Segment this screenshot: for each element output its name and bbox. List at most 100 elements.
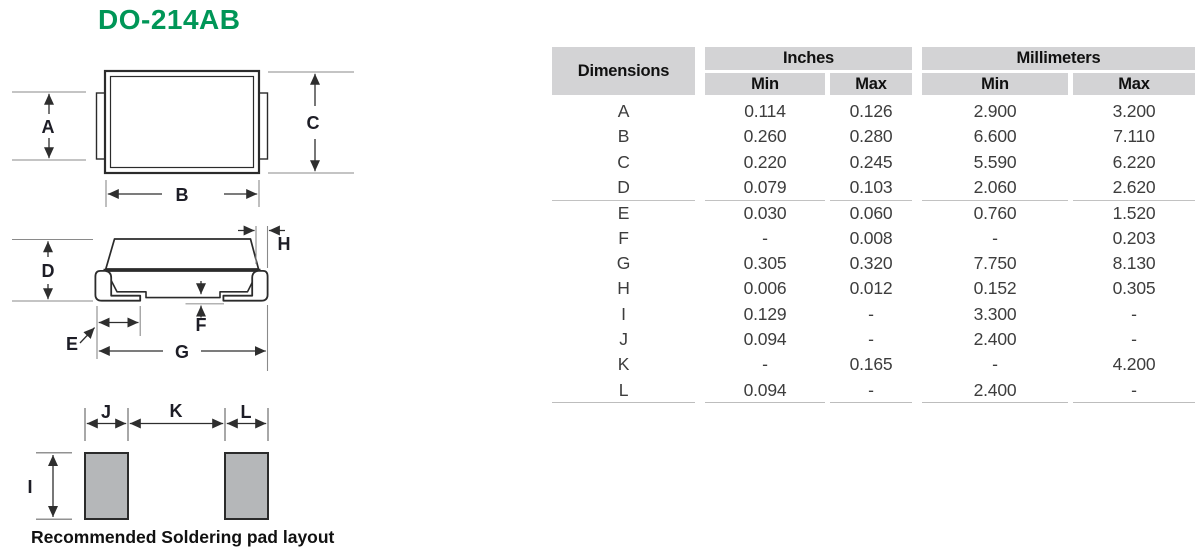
- dimension-letter-cell: I: [621, 303, 626, 324]
- package-title: DO-214AB: [98, 4, 241, 35]
- dim-label-A: A: [42, 117, 55, 137]
- value-cell: 3.300: [973, 303, 1017, 324]
- dimension-letter-cell: B: [617, 126, 630, 147]
- mm-max-header: Max: [1073, 73, 1195, 95]
- value-cell: 0.220: [743, 151, 787, 172]
- value-cell: 2.900: [973, 101, 1017, 121]
- mm-min-header: Min: [922, 73, 1068, 95]
- value-cell: 0.114: [744, 101, 786, 121]
- value-cell: 0.203: [1112, 227, 1156, 248]
- top-view: [95, 69, 269, 175]
- value-cell: -: [1131, 303, 1137, 324]
- value-cell: 7.750: [973, 252, 1017, 273]
- value-cell: 3.200: [1112, 101, 1156, 121]
- dim-label-B: B: [176, 185, 189, 205]
- millimeters-group-header: Millimeters: [922, 47, 1195, 70]
- dim-D: D: [12, 238, 93, 302]
- dimension-letter-cell: L: [552, 378, 695, 403]
- value-cell: 0.079: [743, 176, 787, 197]
- dim-label-F: F: [196, 315, 207, 335]
- value-cell: 0.280: [849, 126, 893, 147]
- dimensions-table-header: Dimensions Inches Millimeters Min Max Mi…: [552, 47, 1195, 95]
- e-leader-line: [79, 327, 96, 344]
- dimension-letter-cell: H: [617, 278, 630, 299]
- dim-E: E: [66, 306, 141, 359]
- left-solder-pad: [84, 452, 129, 520]
- value-cell: 0.012: [849, 278, 893, 299]
- dim-label-C: C: [307, 113, 320, 133]
- value-cell: 0.008: [849, 227, 893, 248]
- value-cell: 0.103: [849, 176, 893, 197]
- value-cell: 2.400: [973, 328, 1017, 349]
- package-drawings: A C B: [12, 69, 354, 520]
- dim-F: F: [185, 281, 224, 335]
- right-lead: [222, 270, 269, 302]
- value-cell: 0.305: [743, 252, 787, 273]
- dim-B: B: [105, 180, 260, 207]
- table-body: A 0.114 0.126 2.900 3.200 B 0.260 0.280 6.600 7.1…: [552, 99, 1195, 403]
- dim-label-D: D: [42, 261, 55, 281]
- value-cell: 8.130: [1112, 252, 1156, 273]
- value-cell: 0.126: [849, 101, 893, 121]
- dim-label-E: E: [66, 334, 78, 354]
- dim-H: H: [238, 225, 291, 371]
- dimension-letter-cell: K: [617, 354, 630, 375]
- dim-C: C: [268, 71, 354, 174]
- value-cell: 5.590: [973, 151, 1017, 172]
- inches-max-header: Max: [830, 73, 912, 95]
- value-cell: 0.060: [830, 200, 912, 225]
- value-cell: 0.152: [973, 278, 1017, 299]
- value-cell: 6.220: [1112, 151, 1156, 172]
- left-lead: [94, 270, 142, 302]
- dim-label-H: H: [278, 234, 291, 254]
- dimension-letter-cell: C: [617, 151, 630, 172]
- value-cell: 0.245: [849, 151, 893, 172]
- value-cell: 6.600: [973, 126, 1017, 147]
- side-view: [94, 238, 269, 302]
- dimension-letter-cell: A: [617, 101, 630, 121]
- value-cell: 0.165: [849, 354, 893, 375]
- value-cell: 0.320: [849, 252, 893, 273]
- value-cell: 0.030: [705, 200, 825, 225]
- pad-layout: J K L I: [27, 401, 269, 520]
- value-cell: 4.200: [1112, 354, 1156, 375]
- value-cell: -: [762, 227, 768, 248]
- value-cell: 1.520: [1073, 200, 1195, 225]
- value-cell: 2.060: [973, 176, 1017, 197]
- dim-label-I: I: [27, 477, 32, 497]
- body-outline: [103, 69, 261, 175]
- value-cell: 0.094: [705, 378, 825, 403]
- dimension-letter-cell: E: [552, 200, 695, 225]
- value-cell: 7.110: [1113, 126, 1155, 147]
- inches-group-header: Inches: [705, 47, 912, 70]
- value-cell: 0.006: [743, 278, 787, 299]
- right-solder-pad: [224, 452, 269, 520]
- value-cell: 2.620: [1112, 176, 1156, 197]
- pad-layout-caption: Recommended Soldering pad layout: [31, 527, 335, 547]
- dim-label-J: J: [101, 402, 111, 422]
- dim-label-G: G: [175, 342, 189, 362]
- dimension-letter-cell: F: [618, 227, 629, 248]
- value-cell: 0.760: [922, 200, 1068, 225]
- dimension-letter-cell: J: [619, 328, 628, 349]
- value-cell: -: [1073, 378, 1195, 403]
- dim-label-K: K: [170, 401, 183, 421]
- value-cell: 0.129: [743, 303, 787, 324]
- dimension-letter-cell: D: [617, 176, 630, 197]
- dim-I: I: [27, 452, 72, 520]
- dim-G: G: [98, 342, 266, 362]
- dim-label-L: L: [241, 402, 252, 422]
- value-cell: -: [992, 354, 998, 375]
- value-cell: -: [868, 328, 874, 349]
- value-cell: -: [868, 303, 874, 324]
- value-cell: 0.305: [1112, 278, 1156, 299]
- inches-min-header: Min: [705, 73, 825, 95]
- value-cell: -: [992, 227, 998, 248]
- dimension-letter-cell: G: [616, 252, 631, 273]
- value-cell: -: [1131, 328, 1137, 349]
- body-underside: [105, 269, 260, 299]
- value-cell: 0.260: [743, 126, 787, 147]
- body-trapezoid: [104, 238, 260, 270]
- value-cell: 0.094: [743, 328, 787, 349]
